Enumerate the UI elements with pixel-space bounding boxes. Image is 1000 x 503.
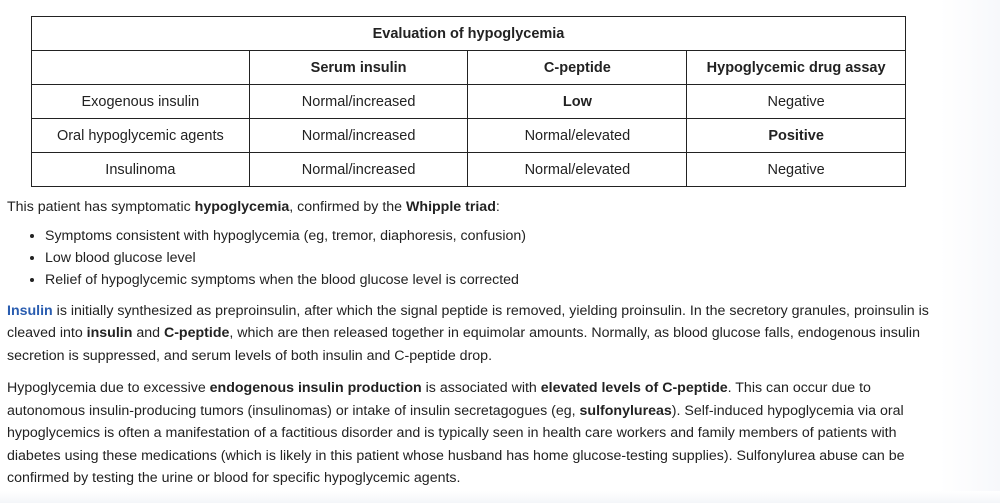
insulin-paragraph: Insulin is initially synthesized as prep… [7, 300, 937, 368]
para3-text-1: Hypoglycemia due to excessive [7, 380, 210, 396]
para3-text-2: is associated with [421, 380, 541, 396]
serum-insulin-cell: Normal/increased [248, 152, 469, 187]
drug-assay-cell: Negative [686, 152, 906, 187]
para3-text-3: . This can occur due to autonomous insul… [7, 380, 871, 419]
table-row: Oral hypoglycemic agents Normal/increase… [31, 118, 906, 153]
row-label: Oral hypoglycemic agents [31, 118, 250, 153]
table-title-row: Evaluation of hypoglycemia [31, 16, 906, 51]
insulin-link[interactable]: Insulin [7, 302, 53, 319]
header-drug-assay: Hypoglycemic drug assay [686, 50, 906, 85]
table-row: Insulinoma Normal/increased Normal/eleva… [31, 152, 906, 187]
endogenous-insulin-term: endogenous insulin production [209, 380, 422, 396]
evaluation-table: Evaluation of hypoglycemia Serum insulin… [31, 16, 906, 187]
row-label: Insulinoma [31, 152, 250, 187]
header-serum-insulin: Serum insulin [248, 50, 469, 85]
header-c-peptide: C-peptide [467, 50, 688, 85]
whipple-triad-term: Whipple triad [406, 199, 496, 215]
row-label: Exogenous insulin [31, 84, 250, 119]
para2-text-3: , which are then released together in eq… [7, 325, 920, 364]
intro-text-1: This patient has symptomatic [7, 199, 195, 215]
list-item: Low blood glucose level [45, 247, 937, 269]
para3-text-4: ). Self-induced hypoglycemia via oral hy… [7, 402, 905, 487]
serum-insulin-cell: Normal/increased [248, 84, 469, 119]
sulfonylureas-term: sulfonylureas [579, 402, 672, 419]
bottom-margin-shade [0, 491, 1000, 503]
explanation-text: This patient has symptomatic hypoglycemi… [7, 196, 937, 490]
intro-text-2: , confirmed by the [289, 199, 407, 215]
intro-text-3: : [495, 199, 500, 215]
endogenous-insulin-paragraph: Hypoglycemia due to excessive endogenous… [7, 377, 937, 490]
table-header-row: Serum insulin C-peptide Hypoglycemic dru… [31, 50, 906, 85]
c-peptide-term: C-peptide [163, 325, 230, 341]
drug-assay-cell: Positive [686, 118, 906, 153]
drug-assay-cell: Negative [686, 84, 906, 119]
header-empty [31, 50, 250, 85]
right-margin-shade [940, 0, 1000, 503]
list-item: Relief of hypoglycemic symptoms when the… [45, 269, 937, 291]
serum-insulin-cell: Normal/increased [248, 118, 469, 153]
c-peptide-cell: Low [467, 84, 688, 119]
insulin-term: insulin [86, 325, 133, 341]
c-peptide-cell: Normal/elevated [467, 118, 688, 153]
para2-text-1: is initially synthesized as preproinsuli… [7, 302, 929, 342]
elevated-c-peptide-term: elevated levels of C-peptide [540, 380, 728, 396]
para2-text-2: and [132, 325, 164, 341]
c-peptide-cell: Normal/elevated [467, 152, 688, 187]
hypoglycemia-term: hypoglycemia [194, 199, 290, 215]
whipple-triad-list: Symptoms consistent with hypoglycemia (e… [7, 225, 937, 291]
intro-paragraph: This patient has symptomatic hypoglycemi… [7, 196, 937, 219]
list-item: Symptoms consistent with hypoglycemia (e… [45, 225, 937, 247]
table-row: Exogenous insulin Normal/increased Low N… [31, 84, 906, 119]
table-title: Evaluation of hypoglycemia [31, 16, 906, 51]
